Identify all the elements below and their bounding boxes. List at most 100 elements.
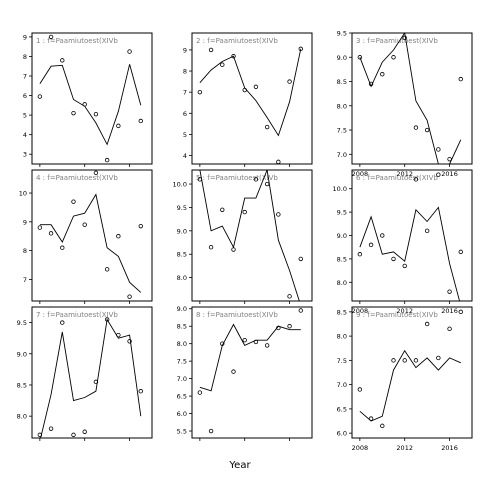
y-tick-label: 8.0 xyxy=(337,102,347,110)
panel-title: 1 : f=Paamiutoest(XIVb xyxy=(36,37,118,45)
series-line xyxy=(359,33,462,164)
data-point xyxy=(104,317,110,322)
data-point xyxy=(82,429,87,434)
data-point xyxy=(287,79,292,84)
data-point xyxy=(208,47,214,53)
data-point xyxy=(220,341,225,346)
data-point xyxy=(242,87,247,93)
data-point xyxy=(276,325,281,331)
data-point xyxy=(264,124,270,130)
y-tick-label: 8.5 xyxy=(177,251,187,259)
data-point xyxy=(93,111,99,117)
data-point xyxy=(424,127,430,133)
y-tick-label: 9.5 xyxy=(177,204,187,212)
data-point xyxy=(197,89,203,95)
y-tick-label: 6.0 xyxy=(337,430,347,438)
data-point xyxy=(357,387,363,392)
y-tick-label: 8.0 xyxy=(337,333,347,341)
data-point xyxy=(138,118,143,124)
y-tick-label: 9.0 xyxy=(177,305,187,313)
panel-title: 7 : f=Paamiutoest(XIVb xyxy=(36,311,118,319)
data-point xyxy=(380,72,385,77)
data-point xyxy=(116,234,121,239)
y-tick-label: 9 xyxy=(23,218,27,226)
facet-panel: 4 : f=Paamiutoest(XIVb 7 8 9 10 xyxy=(19,169,153,304)
y-tick-label: 8.5 xyxy=(17,381,27,389)
data-point xyxy=(71,110,76,116)
data-point xyxy=(447,289,452,294)
data-point xyxy=(368,242,374,248)
data-point xyxy=(242,337,247,343)
series-line xyxy=(39,64,142,146)
data-point xyxy=(391,358,396,363)
x-tick-label: 2012 xyxy=(396,444,413,452)
data-point xyxy=(37,225,43,230)
data-point xyxy=(402,358,407,363)
facet-panel: 7 : f=Paamiutoest(XIVb 8.0 8.5 9.0 9.5 xyxy=(17,306,153,441)
data-point xyxy=(298,308,303,313)
y-tick-label: 8.0 xyxy=(177,274,187,282)
data-point xyxy=(48,231,54,236)
data-point xyxy=(413,358,419,363)
panel-title: 3 : f=Paamiutoest(XIVb xyxy=(356,37,438,45)
data-point xyxy=(82,222,87,227)
y-tick-label: 7.5 xyxy=(337,127,347,135)
panel-frame xyxy=(191,169,313,302)
y-tick-label: 5.5 xyxy=(177,428,187,436)
data-point xyxy=(402,263,407,269)
facet-panel: 1 : f=Paamiutoest(XIVb 3 4 5 6 7 8 9 xyxy=(23,32,153,167)
x-tick-label: 2008 xyxy=(352,444,369,452)
series-line xyxy=(39,193,142,293)
x-tick-label: 2016 xyxy=(441,170,458,178)
panel-frame xyxy=(31,169,153,302)
data-point xyxy=(93,170,99,176)
y-tick-label: 9.5 xyxy=(337,209,347,217)
data-point xyxy=(127,294,132,299)
panel-title: 5 : f=Paamiutoest(XIVb xyxy=(196,174,278,182)
y-tick-label: 8.5 xyxy=(337,308,347,316)
data-point xyxy=(231,247,236,252)
y-tick-label: 9 xyxy=(23,33,27,41)
data-point xyxy=(253,84,259,90)
data-point xyxy=(116,332,121,338)
data-point xyxy=(391,55,396,60)
series-line xyxy=(359,206,461,301)
y-tick-label: 8.5 xyxy=(177,323,187,331)
panel-frame xyxy=(31,32,153,165)
data-point xyxy=(276,212,281,217)
data-point xyxy=(458,309,463,315)
data-point xyxy=(37,432,43,438)
facet-panel: 3 : f=Paamiutoest(XIVb 7.0 7.5 8.0 8.5 9.0 9.5… xyxy=(337,30,473,178)
data-point xyxy=(458,76,463,82)
x-tick-label: 2016 xyxy=(441,307,458,315)
y-tick-label: 8.5 xyxy=(337,255,347,263)
data-point xyxy=(220,62,225,67)
facet-panel: 2 : f=Paamiutoest(XIVb 4 5 6 7 8 9 xyxy=(183,32,313,167)
data-point xyxy=(208,244,214,250)
data-point xyxy=(71,432,76,438)
panel-frame xyxy=(191,32,313,165)
data-point xyxy=(231,54,236,59)
y-tick-label: 7 xyxy=(183,89,187,97)
data-point xyxy=(127,49,132,54)
data-point xyxy=(197,390,203,395)
y-tick-label: 9.0 xyxy=(17,350,27,358)
y-tick-label: 7.0 xyxy=(337,381,347,389)
data-point xyxy=(436,172,441,177)
y-tick-label: 7.0 xyxy=(177,375,187,383)
y-tick-label: 9.5 xyxy=(337,30,347,38)
data-point xyxy=(436,147,441,152)
data-point xyxy=(264,181,270,187)
data-point xyxy=(436,355,441,361)
facet-panel: 6 : f=Paamiutoest(XIVb 8.0 8.5 9.0 9.5 10.0 20… xyxy=(333,169,473,315)
y-tick-label: 9.0 xyxy=(337,232,347,240)
data-point xyxy=(60,58,65,63)
y-tick-label: 5 xyxy=(183,131,187,139)
data-point xyxy=(447,156,452,162)
data-point xyxy=(60,245,65,250)
panel-title: 8 : f=Paamiutoest(XIVb xyxy=(196,311,278,319)
series-line xyxy=(199,48,302,137)
data-point xyxy=(357,252,363,257)
y-tick-label: 10 xyxy=(19,190,27,198)
